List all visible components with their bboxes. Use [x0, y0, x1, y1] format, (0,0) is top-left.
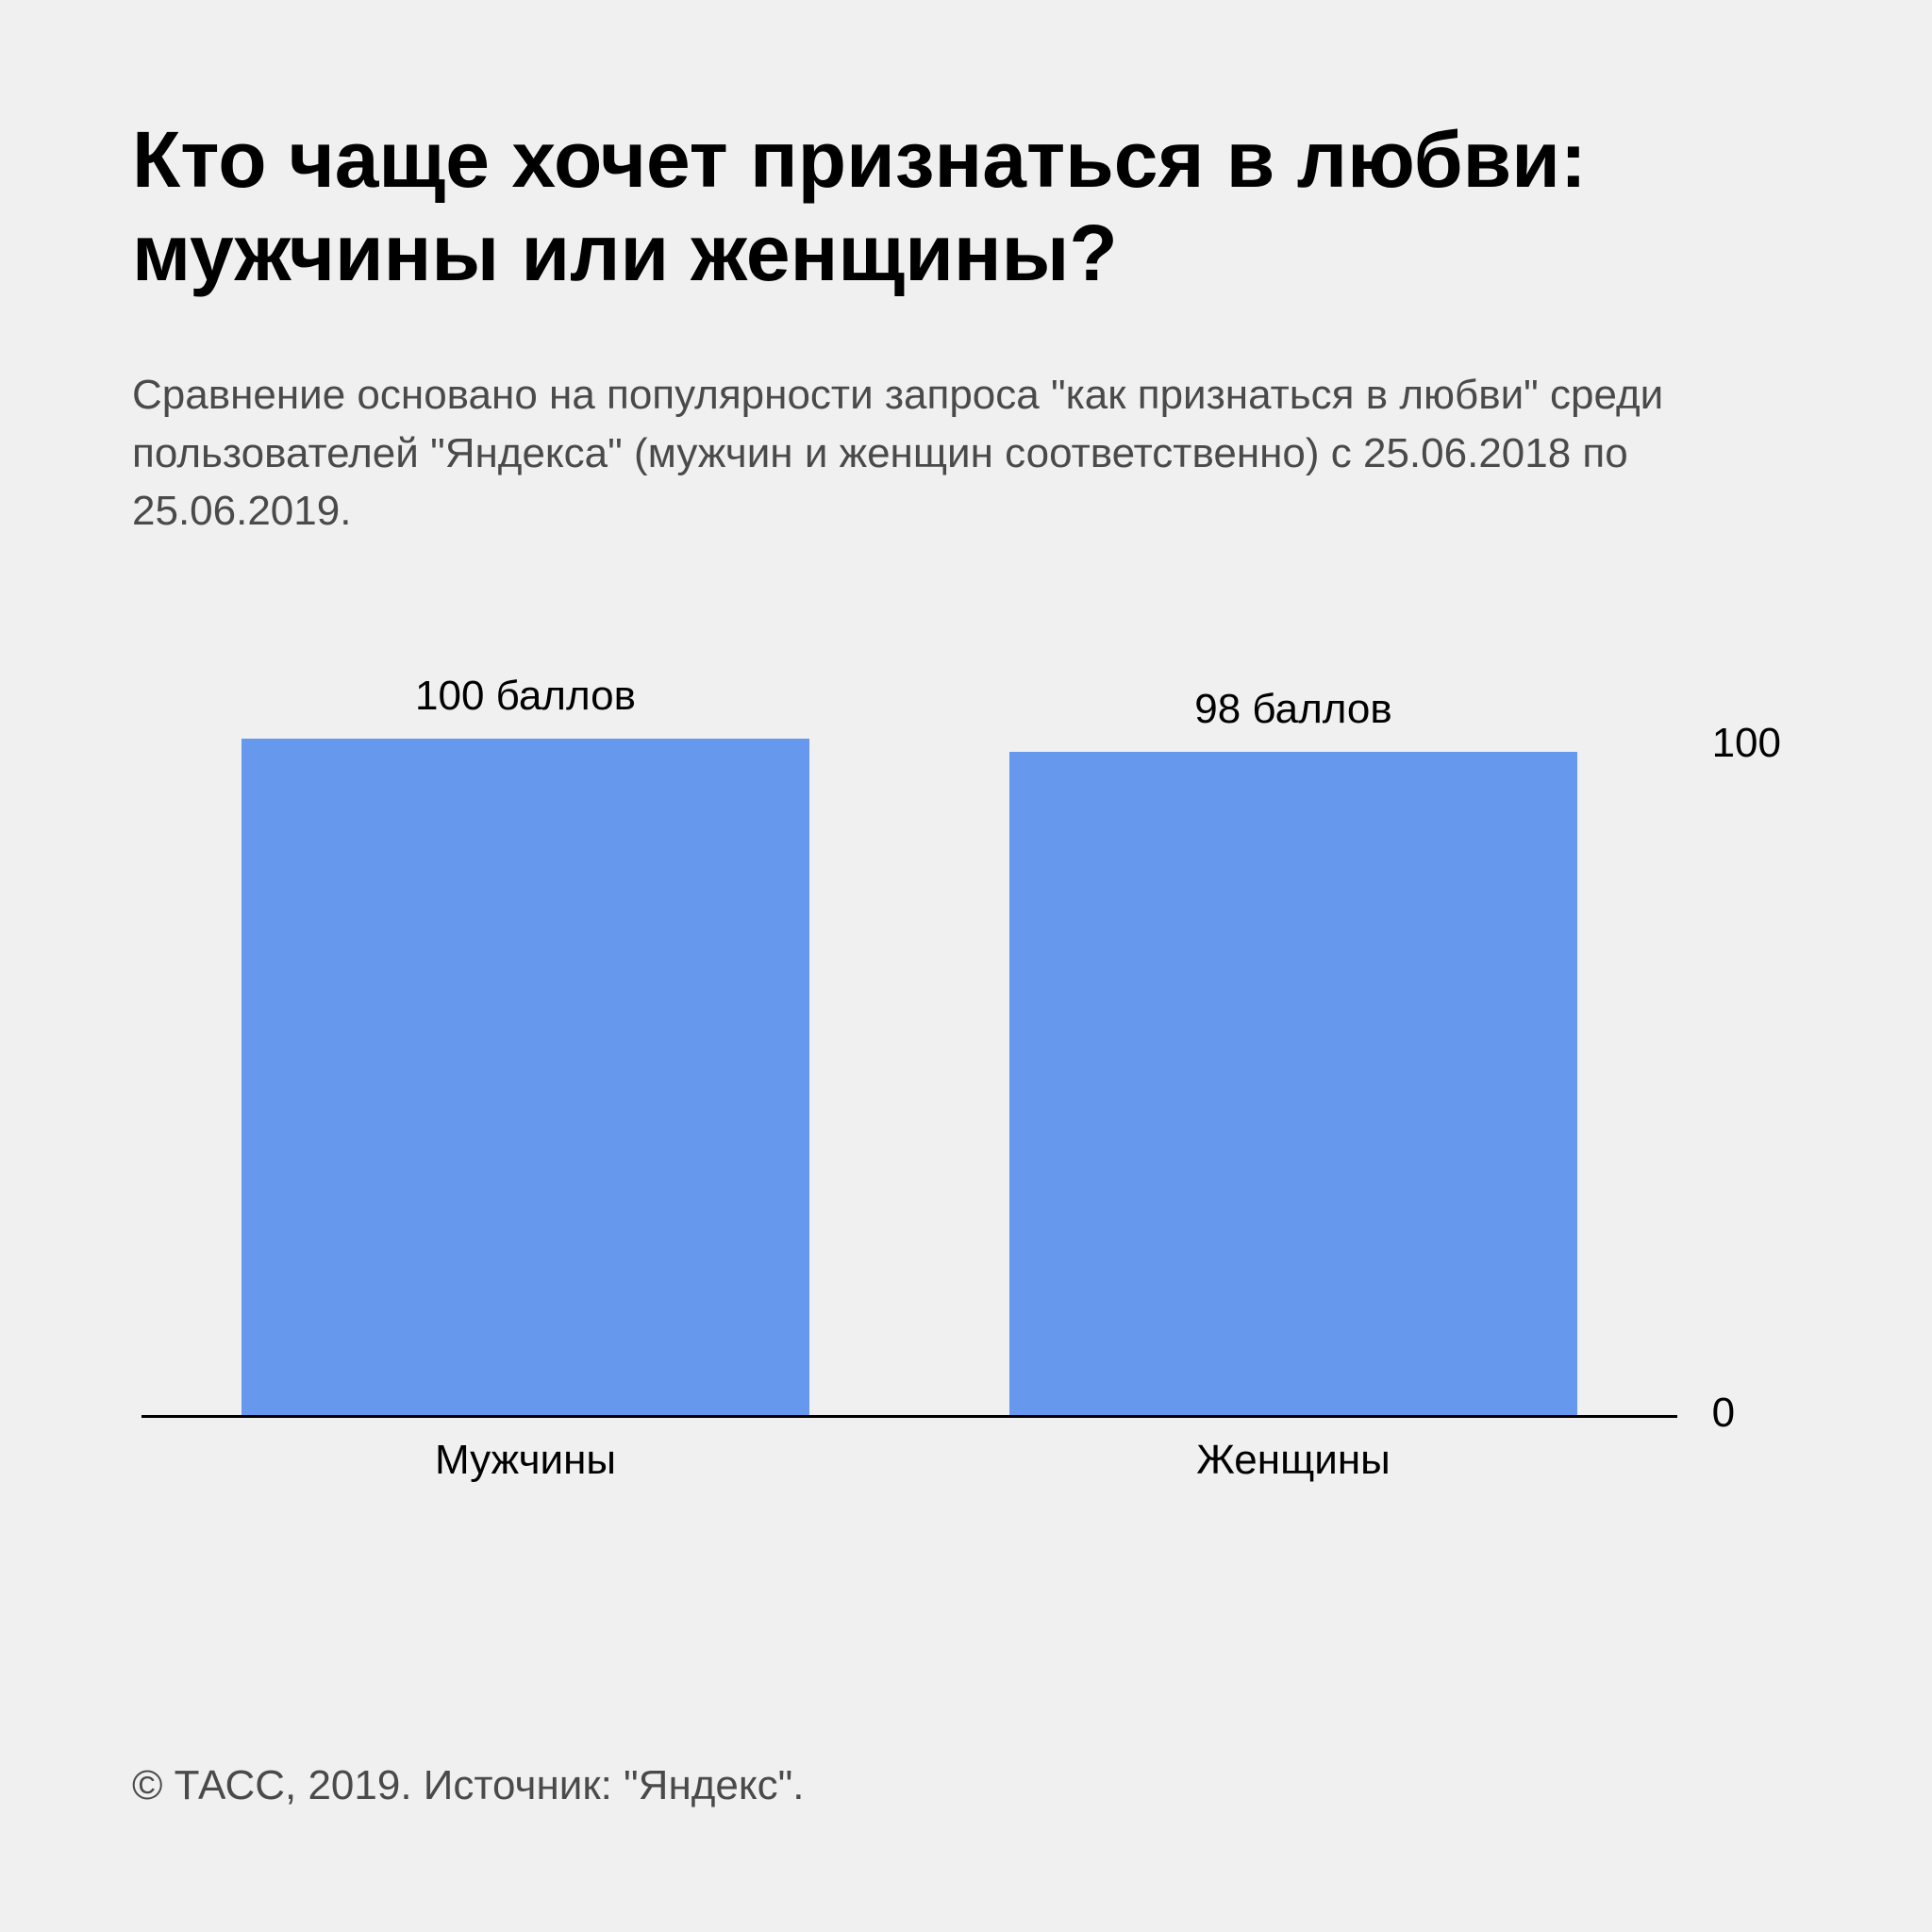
chart-subtitle: Сравнение основано на популярности запро… [132, 366, 1800, 541]
bar-group-1: 98 баллов [924, 739, 1661, 1415]
chart-area: 100 баллов 98 баллов Мужчины Женщины 100… [132, 654, 1800, 1503]
bar-value-1: 98 баллов [1194, 686, 1392, 733]
bar-group-0: 100 баллов [157, 739, 893, 1415]
y-tick-top: 100 [1712, 720, 1781, 767]
x-label-0: Мужчины [157, 1437, 893, 1484]
x-axis-labels: Мужчины Женщины [142, 1437, 1677, 1484]
footer-source: © ТАСС, 2019. Источник: "Яндекс". [132, 1762, 805, 1809]
chart-inner: 100 баллов 98 баллов Мужчины Женщины [142, 654, 1677, 1418]
bar-value-0: 100 баллов [415, 673, 636, 720]
y-tick-bottom: 0 [1712, 1390, 1735, 1437]
bar-1 [1009, 752, 1577, 1415]
bar-0 [242, 739, 809, 1415]
chart-title: Кто чаще хочет признаться в любви: мужчи… [132, 113, 1800, 300]
x-label-1: Женщины [924, 1437, 1661, 1484]
bars-container: 100 баллов 98 баллов [142, 739, 1677, 1418]
y-axis: 100 0 [1712, 720, 1781, 1437]
